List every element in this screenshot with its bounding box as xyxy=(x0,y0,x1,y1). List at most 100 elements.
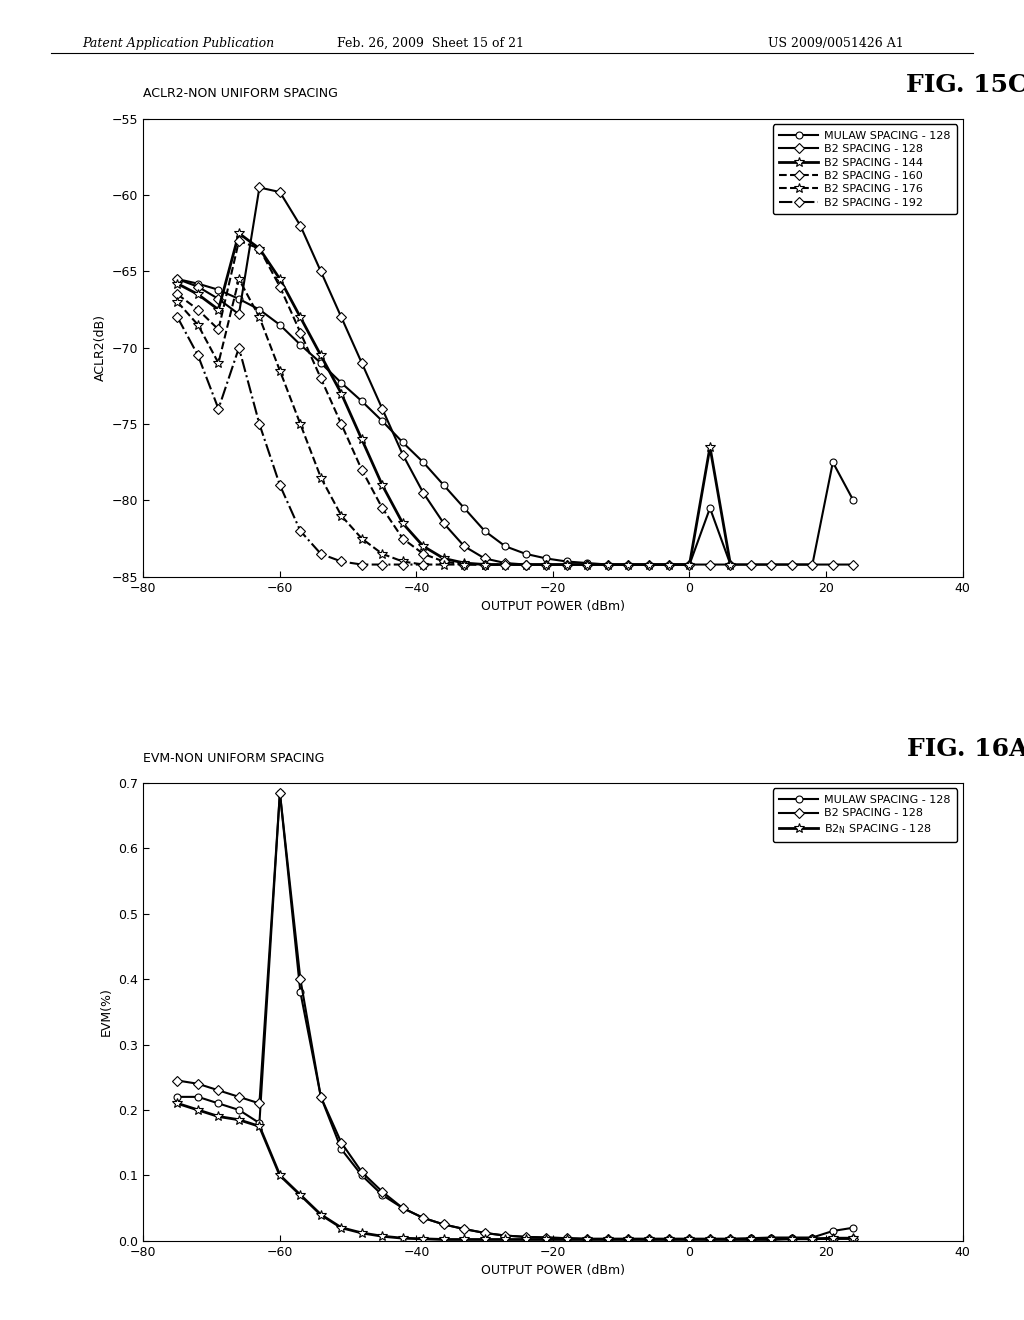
Y-axis label: EVM(%): EVM(%) xyxy=(100,987,113,1036)
MULAW SPACING - 128 xyxy=(191,1089,204,1105)
B2 SPACING - 160 xyxy=(478,557,490,573)
B2 SPACING - 176 xyxy=(212,355,224,371)
$\mathregular{B2_N}$ SPACING - 128 xyxy=(314,1206,327,1222)
MULAW SPACING - 128 xyxy=(232,290,245,306)
MULAW SPACING - 128 xyxy=(560,553,572,569)
Line: $\mathregular{B2_N}$ SPACING - 128: $\mathregular{B2_N}$ SPACING - 128 xyxy=(173,1098,858,1245)
B2 SPACING - 128 xyxy=(622,1232,634,1247)
B2 SPACING - 128 xyxy=(437,515,450,531)
B2 SPACING - 160 xyxy=(314,371,327,387)
B2 SPACING - 160 xyxy=(191,302,204,318)
B2 SPACING - 144 xyxy=(191,286,204,302)
B2 SPACING - 128 xyxy=(642,557,654,573)
B2 SPACING - 160 xyxy=(396,531,409,546)
MULAW SPACING - 128 xyxy=(683,557,695,573)
X-axis label: OUTPUT POWER (dBm): OUTPUT POWER (dBm) xyxy=(481,601,625,614)
B2 SPACING - 128 xyxy=(212,290,224,306)
MULAW SPACING - 128 xyxy=(703,1232,716,1247)
B2 SPACING - 176 xyxy=(191,317,204,333)
B2 SPACING - 144 xyxy=(540,557,552,573)
B2 SPACING - 144 xyxy=(376,478,388,494)
Text: Feb. 26, 2009  Sheet 15 of 21: Feb. 26, 2009 Sheet 15 of 21 xyxy=(337,37,523,50)
B2 SPACING - 128 xyxy=(540,557,552,573)
$\mathregular{B2_N}$ SPACING - 128 xyxy=(560,1232,572,1247)
MULAW SPACING - 128 xyxy=(540,1230,552,1246)
Line: B2 SPACING - 144: B2 SPACING - 144 xyxy=(173,228,735,569)
MULAW SPACING - 128 xyxy=(724,557,736,573)
$\mathregular{B2_N}$ SPACING - 128 xyxy=(335,1220,347,1236)
B2 SPACING - 128 xyxy=(663,557,675,573)
MULAW SPACING - 128 xyxy=(601,557,613,573)
B2 SPACING - 128 xyxy=(724,557,736,573)
B2 SPACING - 128 xyxy=(622,557,634,573)
B2 SPACING - 128 xyxy=(253,180,265,195)
MULAW SPACING - 128 xyxy=(355,1167,368,1183)
MULAW SPACING - 128 xyxy=(212,1096,224,1111)
$\mathregular{B2_N}$ SPACING - 128 xyxy=(458,1232,470,1247)
B2 SPACING - 144 xyxy=(499,557,511,573)
Line: B2 SPACING - 128: B2 SPACING - 128 xyxy=(174,183,857,568)
B2 SPACING - 128 xyxy=(458,1221,470,1237)
$\mathregular{B2_N}$ SPACING - 128 xyxy=(642,1232,654,1247)
$\mathregular{B2_N}$ SPACING - 128 xyxy=(417,1232,429,1247)
$\mathregular{B2_N}$ SPACING - 128 xyxy=(478,1232,490,1247)
$\mathregular{B2_N}$ SPACING - 128 xyxy=(785,1232,798,1247)
B2 SPACING - 128 xyxy=(335,309,347,325)
MULAW SPACING - 128 xyxy=(314,1089,327,1105)
MULAW SPACING - 128 xyxy=(253,1115,265,1131)
B2 SPACING - 192 xyxy=(232,339,245,355)
MULAW SPACING - 128 xyxy=(253,302,265,318)
B2 SPACING - 128 xyxy=(560,1230,572,1246)
$\mathregular{B2_N}$ SPACING - 128 xyxy=(601,1232,613,1247)
B2 SPACING - 144 xyxy=(232,226,245,242)
B2 SPACING - 144 xyxy=(622,557,634,573)
B2 SPACING - 128 xyxy=(458,539,470,554)
B2 SPACING - 128 xyxy=(335,1135,347,1151)
Text: ACLR2-NON UNIFORM SPACING: ACLR2-NON UNIFORM SPACING xyxy=(143,87,338,100)
B2 SPACING - 144 xyxy=(581,557,593,573)
MULAW SPACING - 128 xyxy=(191,276,204,292)
B2 SPACING - 128 xyxy=(519,1229,531,1245)
MULAW SPACING - 128 xyxy=(437,478,450,494)
$\mathregular{B2_N}$ SPACING - 128 xyxy=(396,1230,409,1246)
B2 SPACING - 128 xyxy=(806,557,818,573)
B2 SPACING - 128 xyxy=(294,218,306,234)
MULAW SPACING - 128 xyxy=(847,492,859,508)
B2 SPACING - 144 xyxy=(724,557,736,573)
X-axis label: OUTPUT POWER (dBm): OUTPUT POWER (dBm) xyxy=(481,1265,625,1278)
B2 SPACING - 128 xyxy=(314,264,327,280)
B2 SPACING - 128 xyxy=(703,557,716,573)
B2 SPACING - 144 xyxy=(314,347,327,363)
$\mathregular{B2_N}$ SPACING - 128 xyxy=(663,1232,675,1247)
B2 SPACING - 128 xyxy=(191,1076,204,1092)
$\mathregular{B2_N}$ SPACING - 128 xyxy=(376,1229,388,1245)
$\mathregular{B2_N}$ SPACING - 128 xyxy=(581,1232,593,1247)
B2 SPACING - 144 xyxy=(396,515,409,531)
B2 SPACING - 144 xyxy=(663,557,675,573)
MULAW SPACING - 128 xyxy=(171,271,183,286)
B2 SPACING - 192 xyxy=(376,557,388,573)
$\mathregular{B2_N}$ SPACING - 128 xyxy=(294,1187,306,1203)
B2 SPACING - 176 xyxy=(314,470,327,486)
B2 SPACING - 128 xyxy=(581,1232,593,1247)
MULAW SPACING - 128 xyxy=(396,434,409,450)
MULAW SPACING - 128 xyxy=(642,557,654,573)
B2 SPACING - 128 xyxy=(314,1089,327,1105)
B2 SPACING - 192 xyxy=(191,347,204,363)
MULAW SPACING - 128 xyxy=(273,317,286,333)
MULAW SPACING - 128 xyxy=(478,1225,490,1241)
B2 SPACING - 160 xyxy=(294,325,306,341)
B2 SPACING - 128 xyxy=(724,1232,736,1247)
MULAW SPACING - 128 xyxy=(785,1230,798,1246)
MULAW SPACING - 128 xyxy=(703,500,716,516)
$\mathregular{B2_N}$ SPACING - 128 xyxy=(703,1232,716,1247)
MULAW SPACING - 128 xyxy=(499,1228,511,1243)
B2 SPACING - 128 xyxy=(744,1232,757,1247)
$\mathregular{B2_N}$ SPACING - 128 xyxy=(724,1232,736,1247)
B2 SPACING - 176 xyxy=(355,531,368,546)
MULAW SPACING - 128 xyxy=(785,557,798,573)
B2 SPACING - 144 xyxy=(560,557,572,573)
B2 SPACING - 128 xyxy=(273,185,286,201)
MULAW SPACING - 128 xyxy=(826,1224,839,1239)
MULAW SPACING - 128 xyxy=(212,282,224,298)
